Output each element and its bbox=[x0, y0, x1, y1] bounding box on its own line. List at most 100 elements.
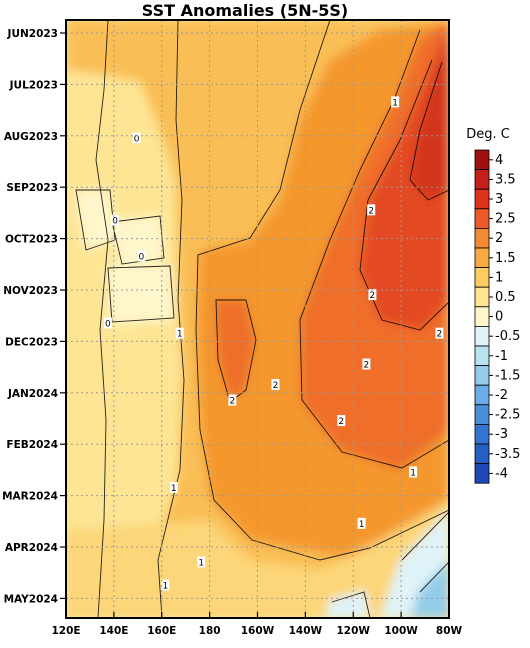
colorbar-swatch bbox=[474, 404, 490, 425]
contour-label: 0 bbox=[137, 250, 146, 263]
colorbar-swatch bbox=[474, 286, 490, 308]
contour-label-text: 2 bbox=[437, 330, 443, 340]
colorbar: Deg. C 4 3.5 3 2.5 2 1.5 1 0.5 0 -0.5 -1 -1.5 -2 -2.5… bbox=[466, 127, 520, 484]
contour-label: 1 bbox=[197, 556, 206, 568]
grid-lines bbox=[66, 20, 449, 618]
colorbar-swatch bbox=[474, 345, 490, 367]
contour-label-bg bbox=[137, 250, 146, 262]
x-tick-label: 140E bbox=[99, 625, 128, 637]
contour-label: 2 bbox=[228, 394, 237, 407]
contour-label: 1 bbox=[391, 96, 400, 108]
y-tick-label: DEC2023 bbox=[5, 336, 58, 348]
contour-label: 1 bbox=[409, 466, 418, 478]
colorbar-swatch bbox=[474, 169, 490, 190]
colorbar-swatch bbox=[474, 188, 490, 210]
contour-label-text: 2 bbox=[368, 206, 374, 216]
y-tick-label: AUG2023 bbox=[4, 131, 58, 143]
colorbar-swatch bbox=[474, 267, 490, 288]
contour-label-text: 2 bbox=[229, 397, 235, 407]
contour-label: 0 bbox=[132, 132, 141, 144]
x-tick-label: 100W bbox=[384, 625, 418, 637]
contour-label-text: 2 bbox=[370, 291, 376, 301]
contour-label-text: 1 bbox=[177, 330, 183, 340]
colorbar-label: -1.5 bbox=[495, 368, 520, 383]
y-tick-label: OCT2023 bbox=[5, 234, 58, 246]
colorbar-label: -0.5 bbox=[495, 329, 520, 344]
x-tick-label: 120W bbox=[337, 625, 371, 637]
colorbar-swatch bbox=[474, 306, 490, 327]
colorbar-swatch bbox=[474, 227, 490, 249]
colorbar-label: 1.5 bbox=[495, 251, 516, 266]
plot-field: 0 0 0 0 1 2 2 2 2 2 2 2 1 1 1 1 1 1 bbox=[66, 20, 449, 618]
x-tick-label: 80W bbox=[436, 625, 463, 637]
colorbar-swatch bbox=[474, 443, 490, 465]
colorbar-swatch bbox=[474, 463, 490, 484]
contour-label: 1 bbox=[161, 579, 170, 592]
colorbar-swatch bbox=[474, 365, 490, 386]
colorbar-label: 0.5 bbox=[495, 290, 516, 305]
contour-label: 2 bbox=[362, 358, 371, 371]
contour-label: 1 bbox=[357, 517, 366, 530]
contour-label: 1 bbox=[175, 327, 184, 340]
contour-label-bg bbox=[362, 358, 371, 370]
contour-label-text: 1 bbox=[392, 98, 398, 108]
y-tick-label: JAN2024 bbox=[7, 388, 58, 400]
y-tick-label: SEP2023 bbox=[6, 182, 58, 194]
x-axis: 120E 140E 160E 180 160W 140W 120W 100W 80W bbox=[51, 612, 463, 637]
colorbar-label: 3 bbox=[495, 192, 503, 207]
contour-label-bg bbox=[435, 327, 444, 339]
colorbar-swatch bbox=[474, 384, 490, 406]
contour-label-text: 2 bbox=[273, 381, 279, 391]
x-tick-label: 140W bbox=[289, 625, 323, 637]
colorbar-swatch bbox=[474, 325, 490, 347]
contour-label-text: 2 bbox=[338, 417, 344, 427]
colorbar-label: -2 bbox=[495, 388, 508, 403]
contour-label-bg bbox=[197, 556, 206, 568]
contour-label-bg bbox=[357, 517, 366, 529]
contour-label-bg bbox=[161, 579, 170, 591]
chart-title: SST Anomalies (5N-5S) bbox=[142, 1, 348, 20]
colorbar-label: 2.5 bbox=[495, 212, 516, 227]
contour-label-text: 0 bbox=[134, 134, 140, 144]
contour-label-bg bbox=[132, 132, 141, 144]
y-tick-label: FEB2024 bbox=[6, 439, 58, 451]
x-tick-label: 180 bbox=[199, 625, 221, 637]
y-tick-label: APR2024 bbox=[5, 542, 58, 554]
contour-label-bg bbox=[391, 96, 400, 108]
contour-label: 2 bbox=[435, 327, 444, 340]
colorbar-title: Deg. C bbox=[466, 127, 510, 142]
contour-label-text: 0 bbox=[112, 217, 118, 227]
x-tick-label: 120E bbox=[51, 625, 80, 637]
colorbar-label: 2 bbox=[495, 231, 503, 246]
y-tick-label: JUN2023 bbox=[7, 28, 58, 40]
x-tick-label: 160E bbox=[147, 625, 176, 637]
contour-label: 2 bbox=[368, 289, 377, 301]
contour-label-bg bbox=[103, 317, 112, 329]
colorbar-label: -3.5 bbox=[495, 447, 520, 462]
colorbar-label: -3 bbox=[495, 427, 508, 442]
contour-label-text: 1 bbox=[198, 558, 204, 568]
colorbar-swatch bbox=[474, 149, 490, 171]
contour-label: 2 bbox=[337, 415, 346, 427]
colorbar-swatch bbox=[474, 208, 490, 229]
contour-label-bg bbox=[271, 379, 280, 391]
contour-label-bg bbox=[228, 394, 237, 406]
colorbar-label: 4 bbox=[495, 153, 503, 168]
colorbar-label: -1 bbox=[495, 349, 508, 364]
colorbar-label: 1 bbox=[495, 270, 503, 285]
contour-label-text: 1 bbox=[162, 582, 168, 592]
contour-label-text: 1 bbox=[171, 484, 177, 494]
colorbar-label: -4 bbox=[495, 466, 508, 481]
contour-label-bg bbox=[111, 214, 120, 226]
colorbar-swatch bbox=[474, 423, 490, 445]
contour-label-bg bbox=[367, 204, 376, 216]
contour-label: 0 bbox=[111, 214, 120, 227]
colorbar-label: 3.5 bbox=[495, 172, 516, 187]
contour-label-text: 0 bbox=[105, 319, 111, 329]
contour-label-text: 1 bbox=[359, 520, 365, 530]
y-tick-label: MAR2024 bbox=[2, 491, 58, 503]
contour-label: 2 bbox=[367, 204, 376, 216]
contour-label-text: 2 bbox=[364, 361, 370, 371]
y-tick-label: MAY2024 bbox=[4, 593, 58, 605]
